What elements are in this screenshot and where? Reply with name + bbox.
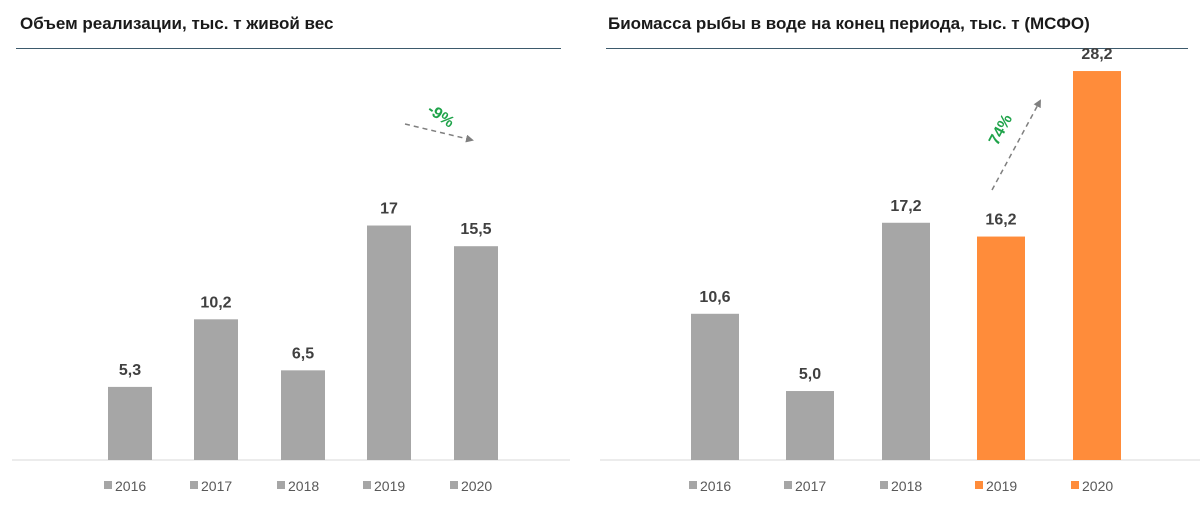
- title-divider: [16, 48, 561, 49]
- legend-label-2017: 2017: [201, 478, 232, 494]
- title-divider: [606, 48, 1188, 49]
- change-percent-label: 74%: [986, 112, 1016, 148]
- legend-label-2018: 2018: [288, 478, 319, 494]
- legend-label-2017: 2017: [795, 478, 826, 494]
- bar-2017: [194, 319, 238, 460]
- change-percent-label: -9%: [424, 101, 457, 131]
- legend-swatch-2018: [880, 481, 888, 489]
- legend-label-2020: 2020: [1082, 478, 1113, 494]
- bar-2020: [454, 246, 498, 460]
- data-label-2020: 15,5: [460, 221, 491, 238]
- bar-2018: [882, 222, 930, 460]
- data-label-2018: 17,2: [890, 198, 921, 215]
- bar-2019: [977, 236, 1025, 460]
- legend-swatch-2019: [363, 481, 371, 489]
- bar-2020: [1073, 71, 1121, 460]
- legend-label-2018: 2018: [891, 478, 922, 494]
- data-label-2017: 5,0: [799, 366, 821, 383]
- bar-2017: [786, 391, 834, 460]
- data-label-2019: 17: [380, 201, 398, 218]
- data-label-2018: 6,5: [292, 345, 314, 362]
- bar-2016: [691, 313, 739, 460]
- bar-2018: [281, 370, 325, 460]
- bar-2016: [108, 386, 152, 460]
- chart-title: Биомасса рыбы в воде на конец периода, т…: [608, 14, 1090, 33]
- legend-label-2019: 2019: [986, 478, 1017, 494]
- chart-title: Объем реализации, тыс. т живой вес: [20, 14, 334, 33]
- legend-swatch-2020: [450, 481, 458, 489]
- bar-chart-sales-volume: 5,3 2016 10,2 2017 6,5 2018 17 2019 15,5 2020 -9%: [12, 101, 570, 494]
- legend-label-2020: 2020: [461, 478, 492, 494]
- bar-2019: [367, 225, 411, 460]
- data-label-2016: 5,3: [119, 362, 141, 379]
- bar-chart-fish-biomass: 10,6 2016 5,0 2017 17,2 2018 16,2 2019 28,2 2020 7…: [600, 46, 1200, 494]
- chart-panel-sales-volume: Объем реализации, тыс. т живой вес 5,3 20…: [12, 14, 570, 494]
- legend-label-2016: 2016: [115, 478, 146, 494]
- legend-swatch-2017: [784, 481, 792, 489]
- chart-panel-fish-biomass: Биомасса рыбы в воде на конец периода, т…: [600, 0, 1200, 527]
- legend-label-2019: 2019: [374, 478, 405, 494]
- legend-swatch-2019: [975, 481, 983, 489]
- data-label-2020: 28,2: [1081, 46, 1112, 63]
- change-arrow: [404, 123, 474, 143]
- legend-swatch-2020: [1071, 481, 1079, 489]
- legend-swatch-2016: [689, 481, 697, 489]
- legend-swatch-2016: [104, 481, 112, 489]
- data-label-2016: 10,6: [699, 289, 730, 306]
- data-label-2019: 16,2: [985, 212, 1016, 229]
- legend-swatch-2018: [277, 481, 285, 489]
- legend-label-2016: 2016: [700, 478, 731, 494]
- legend-swatch-2017: [190, 481, 198, 489]
- change-arrow: [991, 99, 1041, 191]
- data-label-2017: 10,2: [200, 294, 231, 311]
